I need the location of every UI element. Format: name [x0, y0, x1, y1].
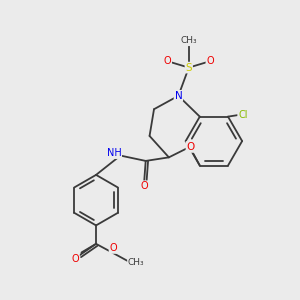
- Text: O: O: [140, 181, 148, 191]
- Text: O: O: [186, 142, 195, 152]
- Text: O: O: [164, 56, 171, 66]
- Text: S: S: [185, 63, 192, 73]
- Text: O: O: [110, 243, 117, 253]
- Text: NH: NH: [106, 148, 121, 158]
- Text: Cl: Cl: [238, 110, 248, 120]
- Text: N: N: [175, 91, 182, 101]
- Text: O: O: [206, 56, 214, 66]
- Text: CH₃: CH₃: [128, 258, 145, 267]
- Text: CH₃: CH₃: [181, 36, 197, 45]
- Text: O: O: [71, 254, 79, 264]
